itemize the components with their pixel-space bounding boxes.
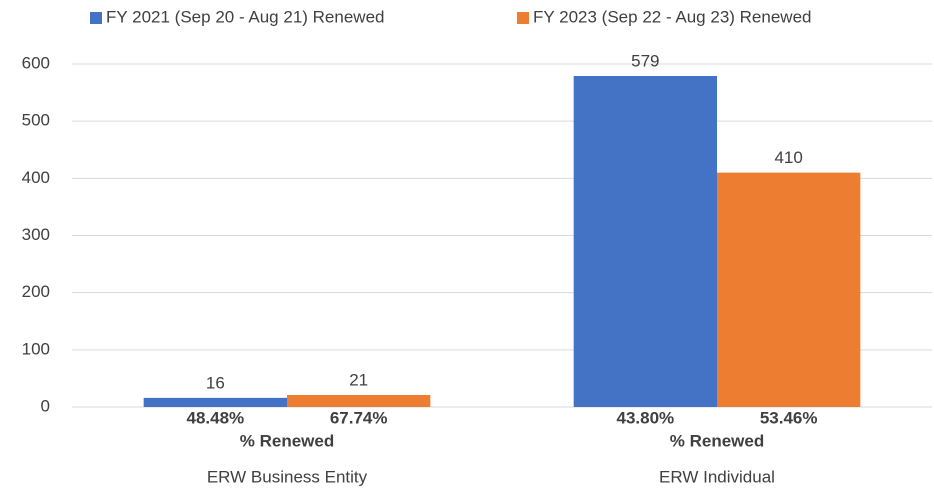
percent-label: 43.80% xyxy=(616,408,674,427)
bar xyxy=(717,172,861,407)
percent-label: 67.74% xyxy=(330,408,388,427)
percent-label: 53.46% xyxy=(760,408,818,427)
y-tick-label: 200 xyxy=(22,282,50,301)
value-label: 410 xyxy=(774,148,802,167)
y-tick-label: 500 xyxy=(22,111,50,130)
bar xyxy=(573,76,717,407)
legend-swatch xyxy=(90,12,102,24)
legend-label: FY 2021 (Sep 20 - Aug 21) Renewed xyxy=(106,7,384,26)
annotation-title: % Renewed xyxy=(670,431,764,450)
y-tick-label: 400 xyxy=(22,168,50,187)
y-tick-label: 600 xyxy=(22,53,50,72)
percent-label: 48.48% xyxy=(186,408,244,427)
x-tick-label: ERW Individual xyxy=(659,467,775,486)
y-tick-label: 300 xyxy=(22,225,50,244)
value-label: 16 xyxy=(206,373,225,392)
y-tick-label: 100 xyxy=(22,339,50,358)
annotation-title: % Renewed xyxy=(240,431,334,450)
bar xyxy=(143,397,287,407)
x-tick-label: ERW Business Entity xyxy=(207,467,368,486)
legend-swatch xyxy=(517,12,529,24)
y-tick-label: 0 xyxy=(41,396,50,415)
legend-label: FY 2023 (Sep 22 - Aug 23) Renewed xyxy=(533,7,811,26)
value-label: 579 xyxy=(631,51,659,70)
bar xyxy=(287,394,431,407)
value-label: 21 xyxy=(349,370,368,389)
